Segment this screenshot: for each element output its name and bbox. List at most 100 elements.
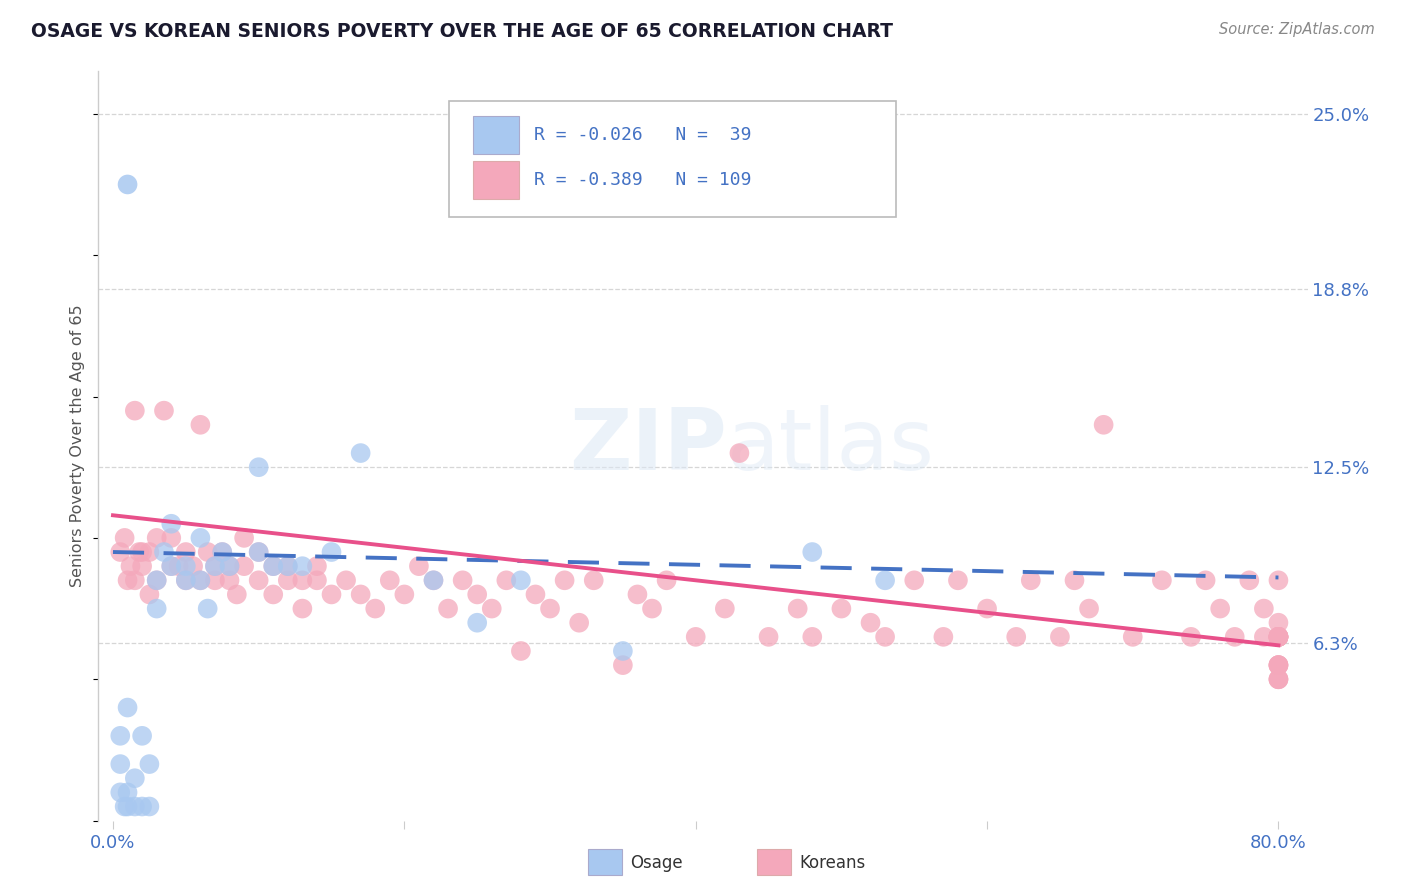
Point xyxy=(641,601,664,615)
Point xyxy=(378,574,401,588)
Point xyxy=(758,630,780,644)
Text: ZIP: ZIP xyxy=(569,404,727,488)
Point xyxy=(728,446,751,460)
Point xyxy=(247,545,270,559)
Point xyxy=(233,531,256,545)
Point xyxy=(1078,601,1101,615)
Text: Osage: Osage xyxy=(630,854,683,871)
Point xyxy=(786,601,808,615)
Point xyxy=(1267,630,1289,644)
Point xyxy=(145,574,167,588)
Point xyxy=(305,574,328,588)
Point xyxy=(277,574,299,588)
Point xyxy=(160,516,183,531)
Point xyxy=(211,545,233,559)
Point xyxy=(291,574,314,588)
Point xyxy=(524,587,547,601)
Point xyxy=(291,559,314,574)
Point xyxy=(124,574,146,588)
Text: R = -0.026   N =  39: R = -0.026 N = 39 xyxy=(534,126,751,144)
Point xyxy=(233,559,256,574)
Point xyxy=(117,178,139,192)
Point xyxy=(131,545,153,559)
Point xyxy=(1267,615,1289,630)
Point xyxy=(422,574,444,588)
Point xyxy=(801,545,824,559)
Point xyxy=(131,729,153,743)
Point xyxy=(117,574,139,588)
Point xyxy=(262,587,284,601)
Point xyxy=(131,559,153,574)
Point xyxy=(262,559,284,574)
Point xyxy=(190,574,212,588)
Point xyxy=(495,574,517,588)
Point xyxy=(110,757,132,772)
Point xyxy=(481,601,503,615)
Point xyxy=(174,574,197,588)
Point xyxy=(174,574,197,588)
Point xyxy=(247,460,270,475)
Point xyxy=(1267,673,1289,687)
Point xyxy=(1267,658,1289,673)
Point xyxy=(167,559,190,574)
FancyBboxPatch shape xyxy=(588,849,621,875)
Point xyxy=(1223,630,1246,644)
Point xyxy=(1267,630,1289,644)
Point xyxy=(117,700,139,714)
Point xyxy=(1150,574,1173,588)
Point xyxy=(262,559,284,574)
Point xyxy=(117,799,139,814)
Point xyxy=(160,531,183,545)
Point xyxy=(1253,630,1275,644)
Point xyxy=(1267,630,1289,644)
Point xyxy=(465,587,488,601)
Point xyxy=(190,574,212,588)
Text: atlas: atlas xyxy=(727,404,935,488)
Point xyxy=(1180,630,1202,644)
Point xyxy=(138,757,160,772)
Point xyxy=(225,587,247,601)
Point xyxy=(1267,630,1289,644)
Point xyxy=(160,559,183,574)
Y-axis label: Seniors Poverty Over the Age of 65: Seniors Poverty Over the Age of 65 xyxy=(70,305,86,587)
Point xyxy=(1267,630,1289,644)
Text: Koreans: Koreans xyxy=(800,854,866,871)
Point xyxy=(655,574,678,588)
Point xyxy=(1267,658,1289,673)
Text: R = -0.389   N = 109: R = -0.389 N = 109 xyxy=(534,171,751,189)
Point xyxy=(1049,630,1071,644)
Point xyxy=(197,545,219,559)
Point xyxy=(124,799,146,814)
Point xyxy=(1267,630,1289,644)
Point xyxy=(554,574,576,588)
Point xyxy=(190,531,212,545)
Point xyxy=(612,658,634,673)
Point xyxy=(218,574,240,588)
Point xyxy=(903,574,925,588)
Point xyxy=(626,587,648,601)
Point xyxy=(859,615,882,630)
Point xyxy=(1239,574,1261,588)
Point xyxy=(145,601,167,615)
Point xyxy=(190,417,212,432)
Text: OSAGE VS KOREAN SENIORS POVERTY OVER THE AGE OF 65 CORRELATION CHART: OSAGE VS KOREAN SENIORS POVERTY OVER THE… xyxy=(31,22,893,41)
Point xyxy=(875,630,897,644)
Point xyxy=(976,601,998,615)
Point xyxy=(218,559,240,574)
Point xyxy=(120,559,142,574)
Point xyxy=(160,559,183,574)
Point xyxy=(204,559,226,574)
Point xyxy=(247,574,270,588)
FancyBboxPatch shape xyxy=(449,102,897,218)
Point xyxy=(138,587,160,601)
Point xyxy=(1092,417,1115,432)
Point xyxy=(1253,601,1275,615)
Point xyxy=(801,630,824,644)
Point xyxy=(305,559,328,574)
Point xyxy=(685,630,707,644)
Point xyxy=(1267,673,1289,687)
Point xyxy=(145,531,167,545)
Point xyxy=(1267,574,1289,588)
Point xyxy=(364,601,387,615)
Point xyxy=(138,799,160,814)
